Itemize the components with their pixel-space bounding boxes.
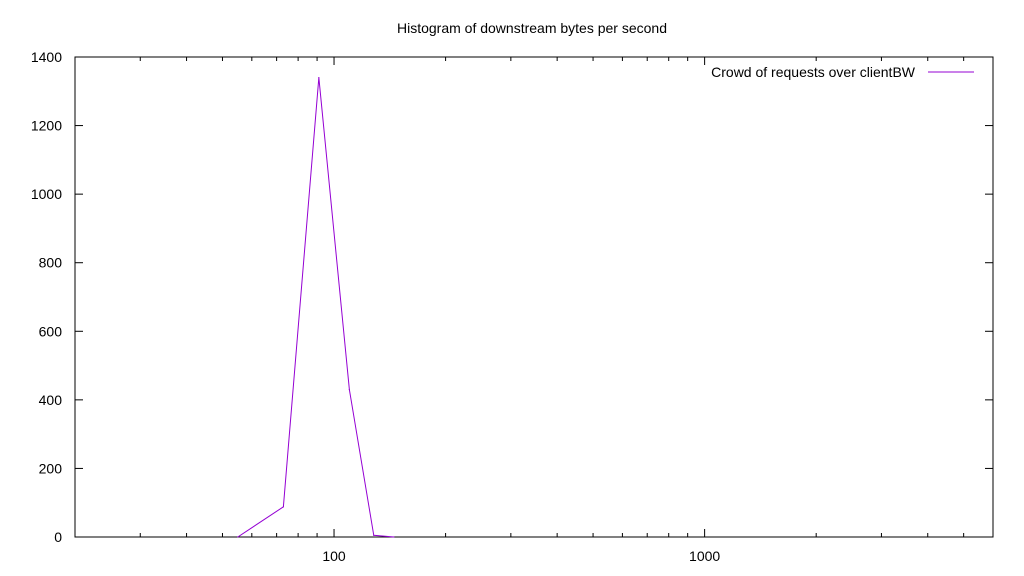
legend-label: Crowd of requests over clientBW [711,64,916,80]
data-point [237,536,239,538]
y-tick-label: 200 [39,460,63,476]
chart-title: Histogram of downstream bytes per second [397,20,667,36]
x-minor-ticks [74,57,994,537]
x-axis-ticks: 100 1000 [322,57,720,564]
y-tick-label: 1000 [31,186,62,202]
y-tick-label: 800 [39,255,63,271]
x-tick-label: 1000 [689,548,720,564]
data-point [282,506,284,508]
y-axis-ticks: 0 200 400 600 800 1000 1200 1400 [31,49,993,545]
y-tick-label: 0 [54,529,62,545]
y-tick-label: 1200 [31,118,62,134]
series-layer [237,76,395,538]
legend: Crowd of requests over clientBW [711,64,974,80]
y-tick-label: 1400 [31,49,62,65]
data-point [373,534,375,536]
data-point [318,76,320,79]
series-line [237,77,394,538]
y-tick-label: 600 [39,323,63,339]
data-point [348,388,350,391]
data-point [393,536,395,538]
x-tick-label: 100 [322,548,346,564]
y-tick-label: 400 [39,392,63,408]
plot-frame [74,56,994,538]
